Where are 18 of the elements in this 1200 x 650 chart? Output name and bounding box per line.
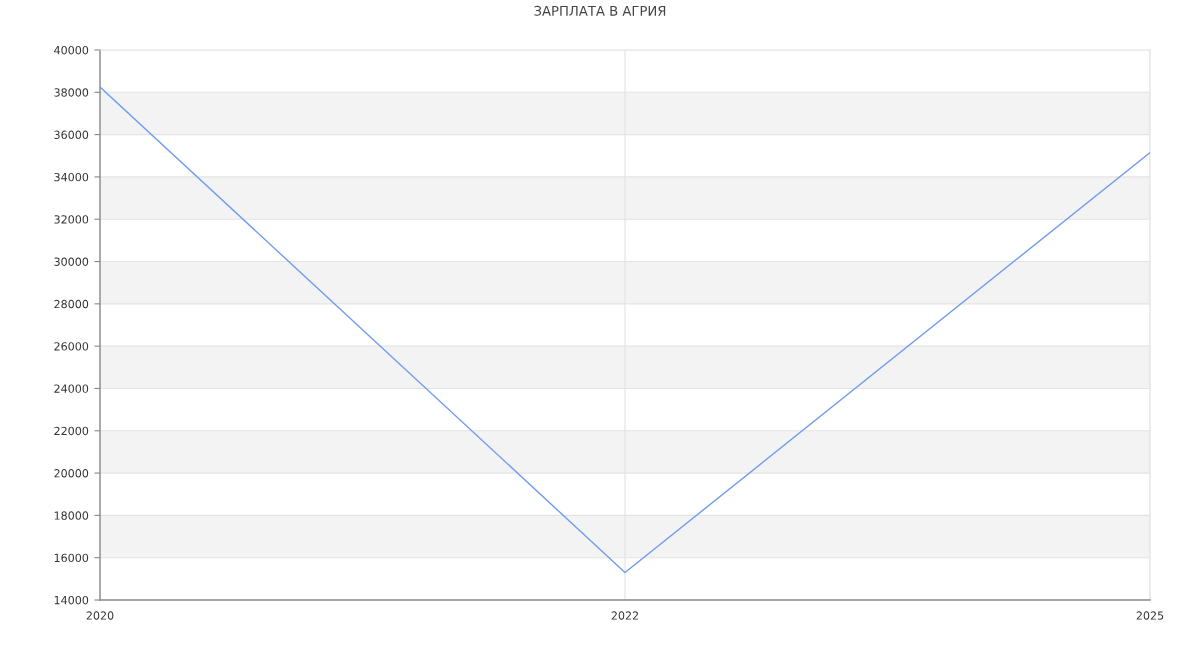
- y-tick-label: 30000: [54, 257, 89, 266]
- y-tick-label: 26000: [54, 342, 89, 351]
- x-tick-label: 2022: [611, 611, 639, 620]
- y-tick-label: 38000: [54, 88, 89, 97]
- y-tick-label: 40000: [54, 45, 89, 55]
- x-tick-label: 2025: [1136, 611, 1164, 620]
- y-tick-label: 14000: [54, 595, 89, 605]
- y-tick-label: 32000: [54, 215, 89, 224]
- y-tick-label: 28000: [54, 299, 89, 309]
- y-tick-label: 18000: [54, 511, 89, 520]
- y-tick-label: 34000: [54, 172, 89, 182]
- y-tick-label: 16000: [54, 553, 89, 563]
- y-tick-label: 36000: [54, 130, 89, 139]
- x-tick-label: 2020: [86, 611, 114, 620]
- y-tick-label: 22000: [54, 426, 89, 436]
- chart-title: ЗАРПЛАТА В АГРИЯ: [534, 5, 666, 16]
- y-tick-label: 24000: [54, 384, 89, 393]
- y-tick-label: 20000: [54, 469, 89, 478]
